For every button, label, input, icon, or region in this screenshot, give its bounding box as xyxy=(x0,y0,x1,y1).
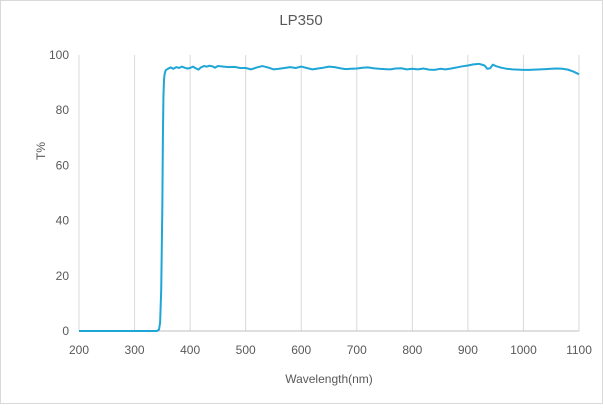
y-tick-label: 80 xyxy=(56,103,70,117)
vertical-gridlines xyxy=(78,55,580,331)
y-tick-label: 60 xyxy=(56,158,70,172)
x-tick-label: 600 xyxy=(291,343,311,357)
y-tick-label: 20 xyxy=(56,269,70,283)
transmission-curve xyxy=(79,62,580,332)
x-tick-label: 900 xyxy=(458,343,478,357)
x-tick-label: 700 xyxy=(347,343,367,357)
x-tick-label: 200 xyxy=(69,343,89,357)
y-tick-label: 0 xyxy=(62,324,69,338)
y-axis-label: T% xyxy=(34,142,48,160)
x-tick-label: 500 xyxy=(236,343,256,357)
y-tick-labels: 0 20 40 60 80 100 xyxy=(49,48,69,338)
x-tick-label: 1100 xyxy=(566,343,592,357)
y-tick-label: 100 xyxy=(49,48,69,62)
chart-title: LP350 xyxy=(279,12,322,29)
x-tick-labels: 200 300 400 500 600 700 800 900 1000 1100 xyxy=(69,343,592,357)
x-axis-label: Wavelength(nm) xyxy=(285,372,373,386)
x-tick-label: 1000 xyxy=(510,343,537,357)
x-tick-label: 400 xyxy=(180,343,200,357)
y-tick-label: 40 xyxy=(56,214,70,228)
x-tick-label: 300 xyxy=(125,343,145,357)
x-tick-label: 800 xyxy=(402,343,422,357)
